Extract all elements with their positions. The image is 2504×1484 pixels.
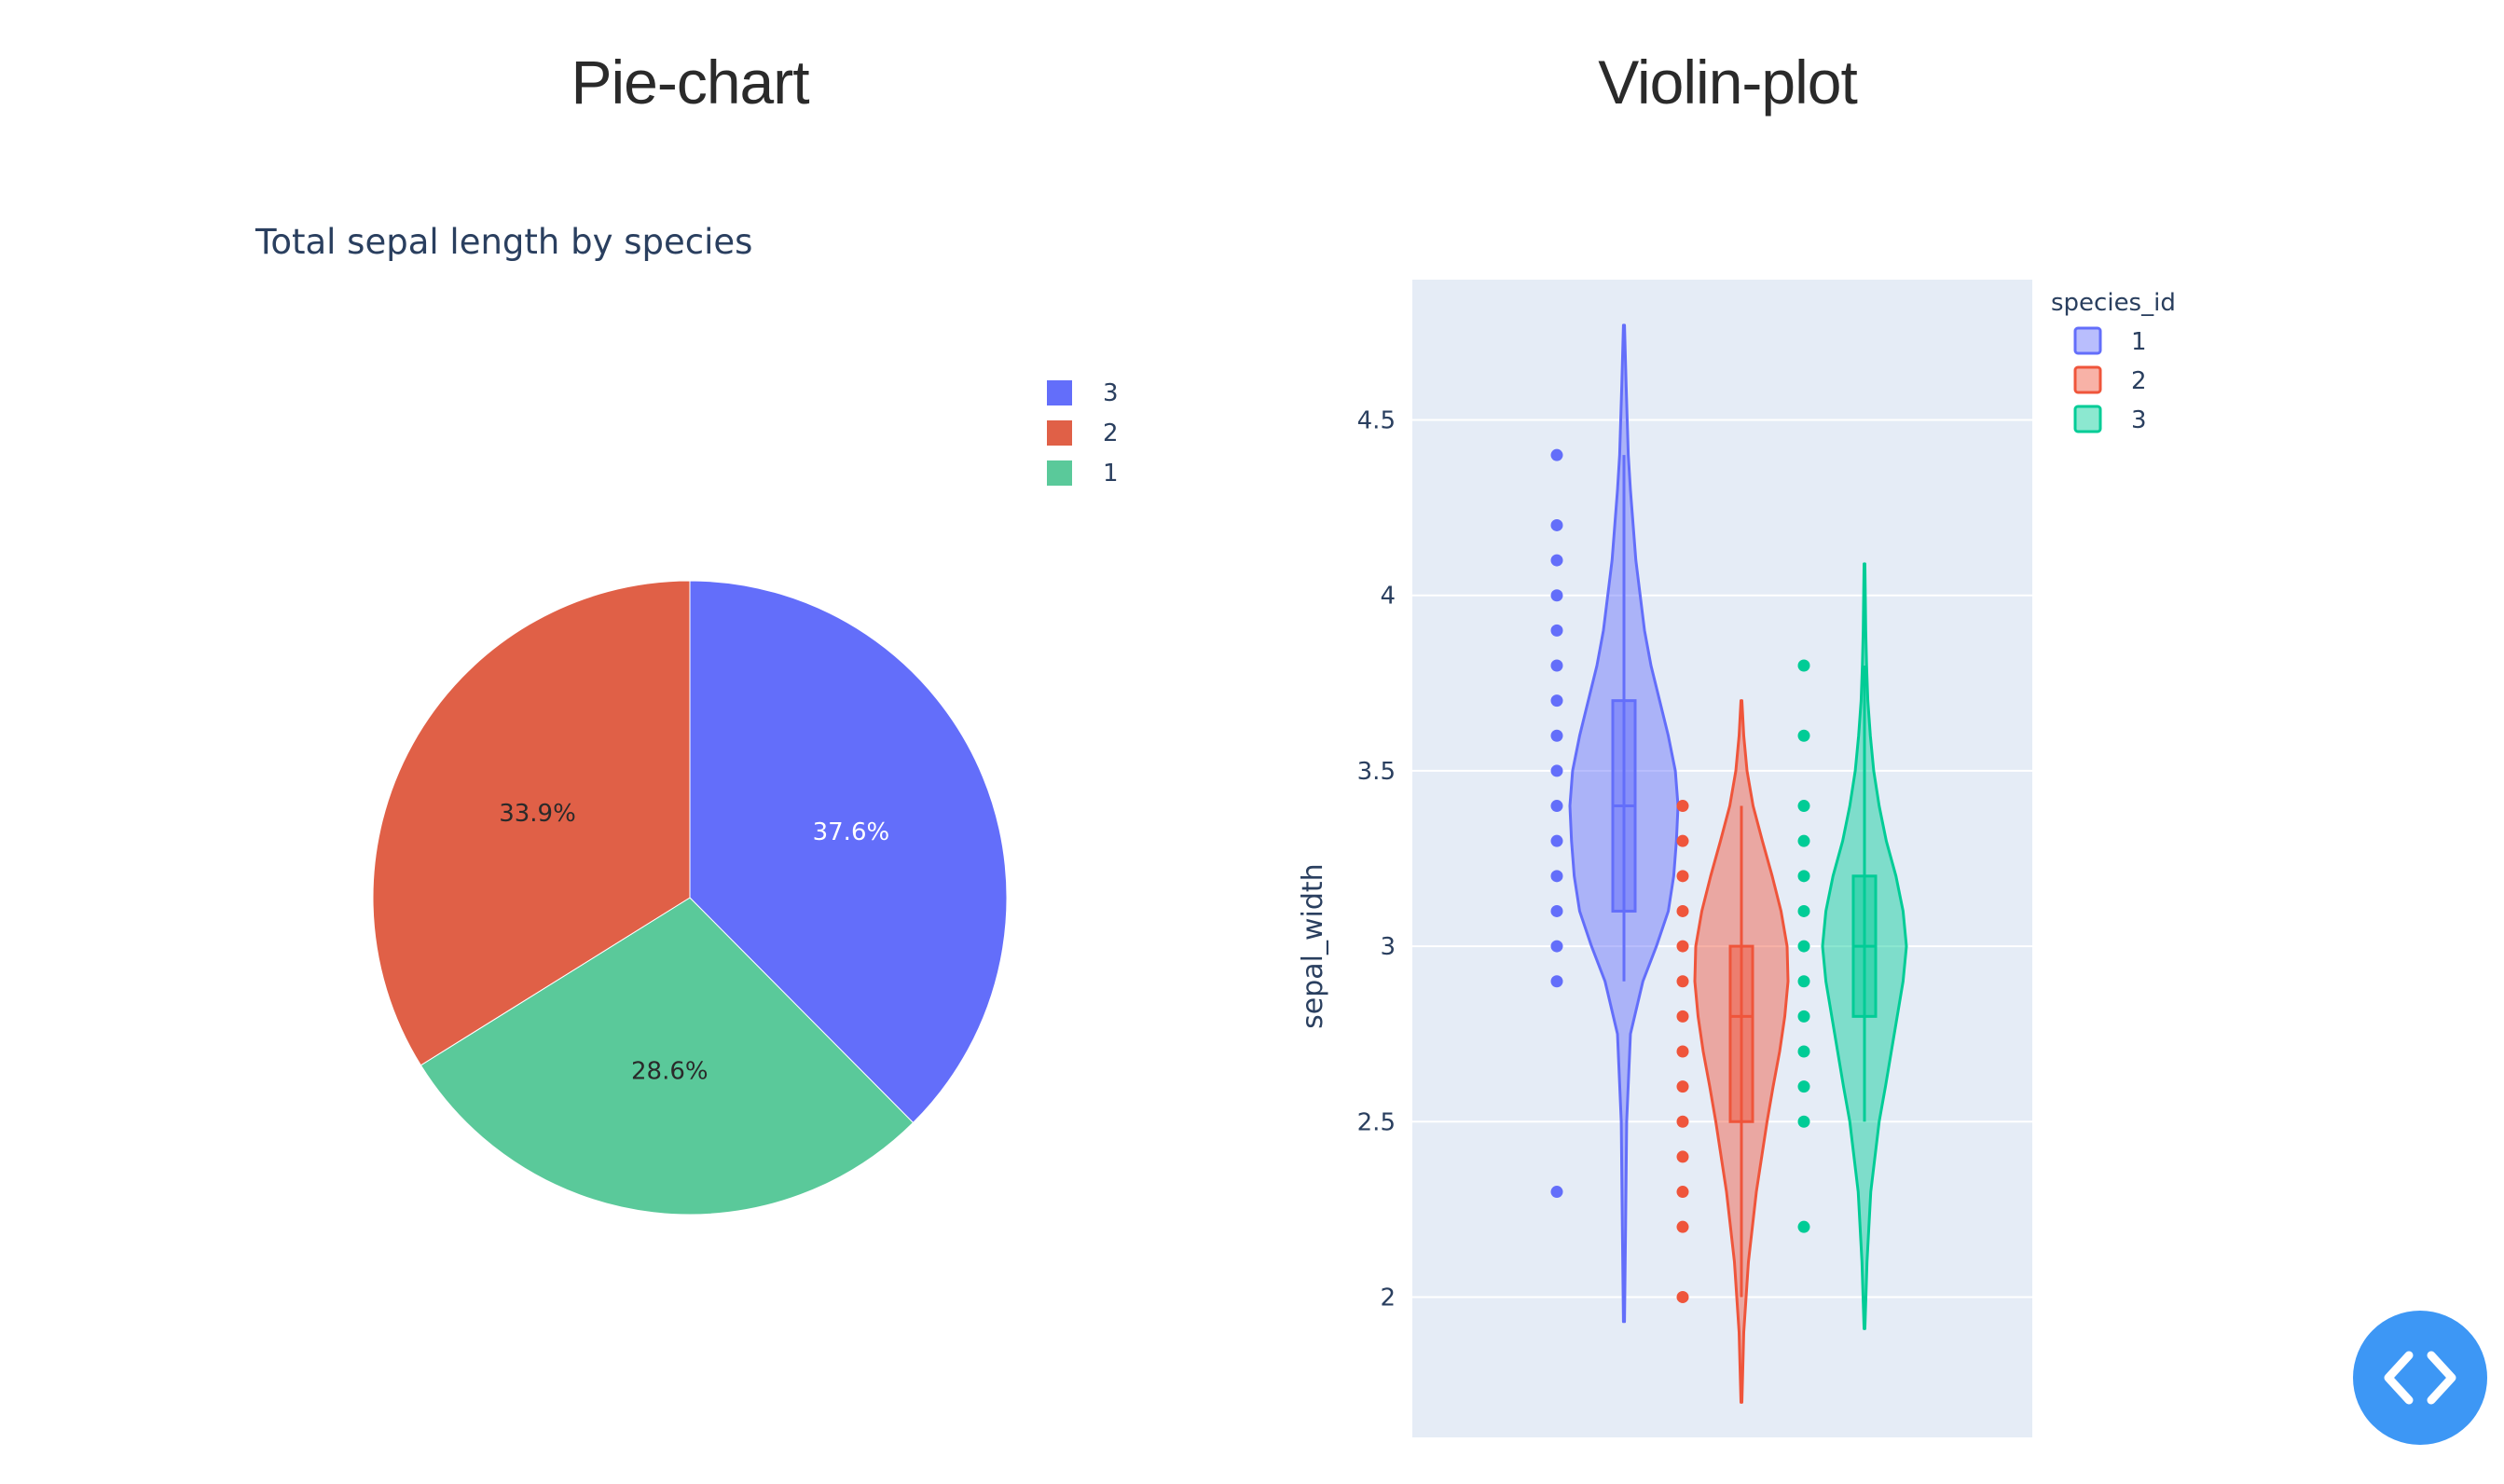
violin-legend-label: 2	[2131, 367, 2147, 395]
y-tick-label: 2.5	[1357, 1108, 1396, 1136]
pie-subtitle: Total sepal length by species	[255, 222, 753, 262]
violin-legend-title: species_id	[2051, 289, 2176, 317]
pie-legend-label: 3	[1103, 379, 1119, 407]
data-point	[1550, 518, 1563, 531]
violin-legend-swatch	[2073, 405, 2102, 433]
data-point	[1676, 1010, 1689, 1023]
pie-slice-label-2: 33.9%	[499, 800, 576, 828]
code-toggle-button[interactable]	[2353, 1311, 2487, 1445]
data-point	[1797, 659, 1810, 672]
data-point	[1676, 1080, 1689, 1093]
data-point	[1676, 1115, 1689, 1128]
data-point	[1797, 940, 1810, 953]
violin-legend-item-3[interactable]: 3	[2073, 405, 2147, 434]
data-point	[1797, 800, 1810, 813]
pie-legend-item-1[interactable]: 1	[1047, 460, 1119, 488]
data-point	[1676, 1290, 1689, 1303]
y-tick-label: 3	[1380, 933, 1396, 961]
data-point	[1550, 694, 1563, 708]
data-point	[1676, 870, 1689, 883]
data-point	[1550, 870, 1563, 883]
data-point	[1550, 834, 1563, 847]
data-point	[1797, 834, 1810, 847]
data-point	[1550, 589, 1563, 602]
violin-legend-label: 1	[2131, 328, 2147, 356]
data-point	[1550, 554, 1563, 567]
y-tick-label: 2	[1380, 1284, 1396, 1312]
data-point	[1550, 729, 1563, 742]
data-point	[1797, 1010, 1810, 1023]
violin-legend-item-2[interactable]: 2	[2073, 365, 2147, 395]
violin-plot-title: Violin-plot	[1598, 48, 1858, 117]
data-point	[1550, 659, 1563, 672]
pie-slice-label-1: 28.6%	[631, 1058, 709, 1086]
violin-plot-area	[1412, 280, 2032, 1437]
data-point	[1797, 904, 1810, 917]
data-point	[1676, 800, 1689, 813]
violin-plot: 2 2.5 3 3.5 4 4.5 sepal_width species_id 1 2 3	[1297, 280, 2176, 1437]
pie-legend-swatch	[1047, 460, 1072, 486]
pie-legend-label: 2	[1103, 419, 1119, 447]
data-point	[1550, 448, 1563, 461]
code-brackets-icon	[2384, 1351, 2456, 1405]
y-tick-label: 3.5	[1357, 758, 1396, 786]
data-point	[1676, 1186, 1689, 1199]
data-point	[1550, 624, 1563, 637]
pie-legend-item-2[interactable]: 2	[1047, 419, 1119, 447]
data-point	[1550, 800, 1563, 813]
data-point	[1676, 1045, 1689, 1058]
pie-chart-title: Pie-chart	[571, 48, 809, 117]
violin-series-1[interactable]	[1550, 323, 1680, 1324]
pie-legend-label: 1	[1103, 460, 1119, 488]
data-point	[1797, 1115, 1810, 1128]
pie-legend-swatch	[1047, 380, 1072, 405]
data-point	[1676, 904, 1689, 917]
pie-slice-3[interactable]	[689, 580, 1008, 1124]
y-axis-label: sepal_width	[1297, 863, 1329, 1029]
pie-slice-label-3: 37.6%	[813, 818, 890, 846]
pie-slice-1[interactable]	[420, 897, 915, 1216]
violin-series-2[interactable]	[1676, 699, 1790, 1404]
data-point	[1797, 975, 1810, 988]
pie-chart: 37.6% 28.6% 33.9% 3 2 1	[372, 379, 1119, 1216]
pie-slice-2[interactable]	[372, 580, 691, 1066]
data-point	[1550, 1186, 1563, 1199]
violin-legend-swatch	[2073, 326, 2102, 355]
data-point	[1797, 1220, 1810, 1233]
data-point	[1797, 1080, 1810, 1093]
data-point	[1797, 870, 1810, 883]
violin-legend-swatch	[2073, 365, 2102, 394]
data-point	[1550, 904, 1563, 917]
violin-series-3[interactable]	[1797, 562, 1908, 1330]
violin-legend-label: 3	[2131, 406, 2147, 434]
y-tick-label: 4	[1380, 583, 1396, 611]
data-point	[1676, 834, 1689, 847]
pie-legend-item-3[interactable]: 3	[1047, 379, 1119, 407]
data-point	[1676, 940, 1689, 953]
y-tick-label: 4.5	[1357, 407, 1396, 435]
violin-legend-item-1[interactable]: 1	[2073, 326, 2147, 356]
violin-box	[1728, 944, 1754, 1123]
data-point	[1550, 940, 1563, 953]
data-point	[1676, 975, 1689, 988]
data-point	[1797, 729, 1810, 742]
data-point	[1797, 1045, 1810, 1058]
pie-legend-swatch	[1047, 420, 1072, 446]
data-point	[1676, 1220, 1689, 1233]
data-point	[1676, 1150, 1689, 1163]
data-point	[1550, 975, 1563, 988]
data-point	[1550, 764, 1563, 777]
